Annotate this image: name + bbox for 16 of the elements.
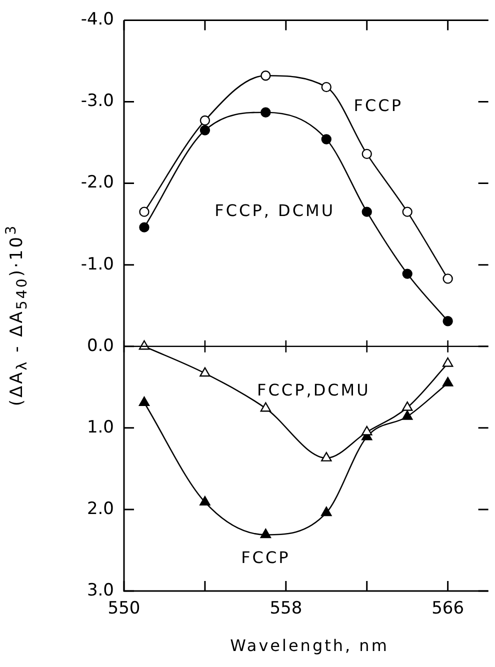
y-tick-label: 1.0: [86, 417, 114, 438]
y-tick-label: 2.0: [86, 498, 114, 519]
series-label: FCCP, DCMU: [214, 200, 336, 220]
x-tick-label: 550: [108, 598, 140, 619]
y-tick-label: -4.0: [80, 10, 114, 30]
series-label: FCCP: [241, 548, 290, 567]
x-tick-label: 566: [432, 598, 464, 619]
x-axis-title: Wavelength, nm: [229, 636, 390, 655]
series-label: FCCP,DCMU: [257, 380, 370, 400]
y-tick-label: -1.0: [80, 254, 114, 274]
y-tick-label: 3.0: [86, 580, 114, 600]
y-tick-label: -2.0: [80, 172, 114, 193]
x-tick-label: 558: [270, 598, 302, 619]
series-label: FCCP: [354, 96, 403, 116]
y-tick-label: 0.0: [86, 336, 114, 356]
y-tick-label: -3.0: [80, 91, 114, 112]
